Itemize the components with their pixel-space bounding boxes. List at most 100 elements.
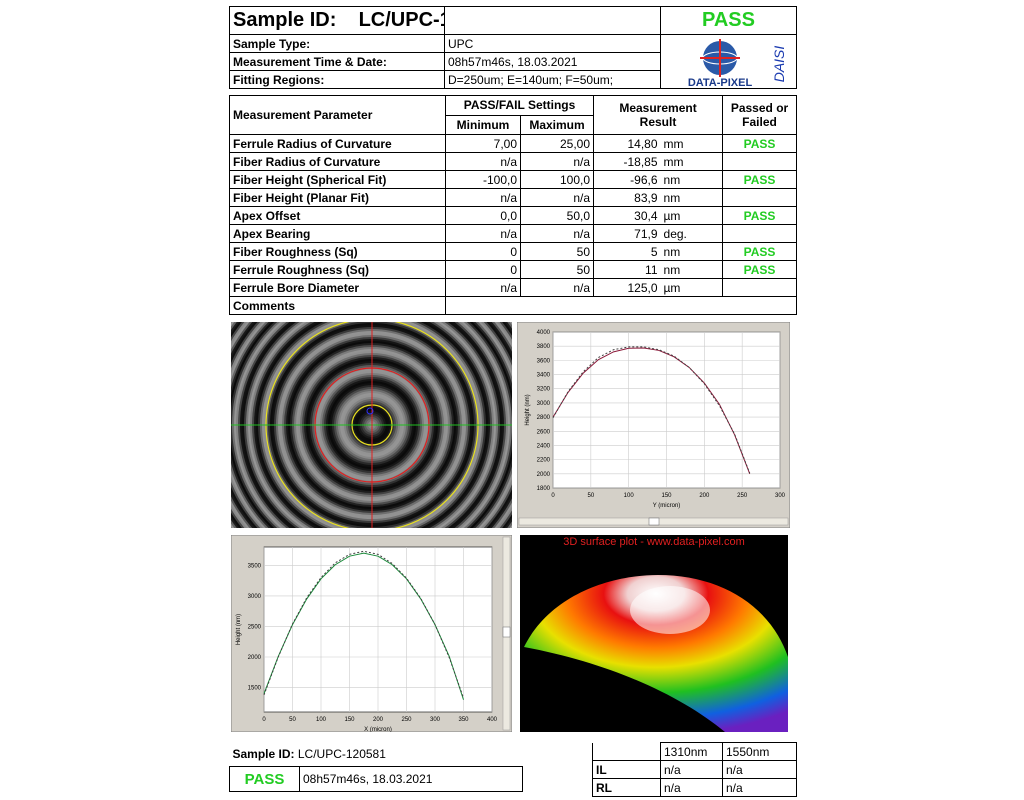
cell: Comments	[229, 296, 446, 315]
cell: 1310nm	[660, 742, 723, 761]
profile-chart: 0 50 100 150 200 250 300 350 400 1500 2000 2500 3000…	[231, 535, 512, 732]
cell: n/a	[722, 760, 797, 779]
column-header: Minimum	[445, 114, 521, 135]
surface-highlight	[630, 586, 710, 634]
cell: PASS	[722, 134, 798, 153]
y-axis-label: Height (nm)	[236, 614, 242, 645]
cell: 100,0	[519, 170, 595, 189]
x-tick-label: 100	[624, 493, 635, 499]
datetime: 08h57m46s, 18.03.2021	[298, 766, 524, 792]
y-tick-label: 3500	[248, 563, 262, 569]
cell: Ferrule Bore Diameter	[229, 278, 446, 297]
cell: deg.	[660, 224, 724, 243]
x-axis-label: X (micron)	[364, 727, 392, 732]
cell: 83,9	[593, 188, 661, 207]
cell: 1550nm	[722, 742, 797, 761]
scroll-thumb	[648, 517, 660, 526]
surface	[524, 575, 788, 732]
cell: 30,4	[593, 206, 661, 225]
cell: PASS	[722, 242, 798, 261]
cell: mm	[660, 152, 724, 171]
x-tick-label: 350	[458, 717, 469, 723]
x-tick-label: 200	[373, 717, 384, 723]
scroll-thumb	[502, 626, 511, 638]
cell: Apex Offset	[229, 206, 446, 225]
y-axis-label: Height (nm)	[525, 394, 531, 425]
cell	[592, 742, 661, 761]
cell: 50	[519, 260, 595, 279]
logo-name: DATA-PIXEL	[688, 77, 753, 89]
y-tick-label: 1800	[537, 486, 551, 492]
cell: Measurement Time & Date:	[229, 52, 445, 71]
cell: 0,0	[445, 206, 521, 225]
x-axis-label: Y (micron)	[653, 503, 681, 509]
cell: n/a	[519, 188, 595, 207]
header-row: Sample Type: UPC	[229, 34, 797, 89]
cell: n/a	[445, 188, 521, 207]
y-tick-label: 2600	[537, 429, 551, 435]
surface-plot: 3D surface plot - www.data-pixel.com	[520, 535, 788, 732]
cell: -100,0	[445, 170, 521, 189]
y-tick-label: 2000	[248, 655, 262, 661]
cell: UPC	[444, 34, 661, 53]
cell: nm	[660, 260, 724, 279]
header-row: Fitting Regions: D=250um; E=140um; F=50um…	[229, 70, 797, 89]
parameter-row: Ferrule Bore Diameter n/a n/a 125,0 µm	[229, 278, 798, 297]
y-tick-label: 3600	[537, 358, 551, 364]
cell: 71,9	[593, 224, 661, 243]
interference-image	[231, 322, 512, 528]
parameter-row: Ferrule Roughness (Sq) 0 50 11 nm PASS	[229, 260, 798, 279]
x-tick-label: 250	[737, 493, 748, 499]
loss-row: IL n/a n/a	[592, 760, 797, 779]
cell: n/a	[519, 278, 595, 297]
column-header: Measurement Result	[593, 95, 724, 135]
parameter-row: Fiber Height (Planar Fit) n/a n/a 83,9 nm	[229, 188, 798, 207]
cell: Sample Type:	[229, 34, 445, 53]
status: PASS	[660, 6, 797, 35]
cell: n/a	[722, 778, 797, 797]
label: Sample ID:	[232, 747, 295, 761]
cell: nm	[660, 188, 724, 207]
cell	[722, 188, 798, 207]
y-tick-label: 3800	[537, 344, 551, 350]
cell: 7,00	[445, 134, 521, 153]
cell: Fiber Height (Planar Fit)	[229, 188, 446, 207]
parameter-row: Apex Bearing n/a n/a 71,9 deg.	[229, 224, 798, 243]
x-tick-label: 300	[775, 493, 786, 499]
cell: n/a	[660, 778, 723, 797]
cell: 08h57m46s, 18.03.2021	[444, 52, 661, 71]
profile-chart: 0 50 100 150 200 250 300 1800 2000 2200 2400 2600 28…	[517, 322, 790, 528]
sample-id-label: Sample ID: LC/UPC-120581	[229, 6, 445, 35]
y-tick-label: 2400	[537, 443, 551, 449]
x-tick-label: 250	[401, 717, 412, 723]
cell: IL	[592, 760, 661, 779]
cell: PASS	[722, 170, 798, 189]
y-tick-label: 3200	[537, 387, 551, 393]
x-tick-label: 50	[289, 717, 296, 723]
column-header: Maximum	[519, 114, 595, 135]
x-tick-label: 300	[430, 717, 441, 723]
cell: -18,85	[593, 152, 661, 171]
cell: nm	[660, 170, 724, 189]
parameter-row: Apex Offset 0,0 50,0 30,4 µm PASS	[229, 206, 798, 225]
label: Sample ID:	[233, 9, 337, 31]
cell: Ferrule Radius of Curvature	[229, 134, 446, 153]
x-tick-label: 0	[551, 493, 555, 499]
y-tick-label: 2000	[537, 472, 551, 478]
cell: Fiber Height (Spherical Fit)	[229, 170, 446, 189]
cell: Fitting Regions:	[229, 70, 445, 89]
cell: PASS	[722, 260, 798, 279]
column-header: Passed or Failed	[722, 95, 798, 135]
cell: 125,0	[593, 278, 661, 297]
column-header: PASS/FAIL Settings	[444, 95, 595, 116]
blank	[444, 6, 661, 35]
cell: Apex Bearing	[229, 224, 446, 243]
profile-line	[552, 347, 751, 474]
cell: 50,0	[519, 206, 595, 225]
parameter-table: Measurement Parameter PASS/FAIL Settings…	[229, 95, 798, 315]
loss-table: 1310nm 1550nm IL n/a n/a RL n/a n/a	[592, 742, 797, 797]
parameter-row: Fiber Height (Spherical Fit) -100,0 100,0-…	[229, 170, 798, 189]
cell: n/a	[445, 224, 521, 243]
y-tick-label: 4000	[537, 330, 551, 336]
cell: n/a	[445, 152, 521, 171]
